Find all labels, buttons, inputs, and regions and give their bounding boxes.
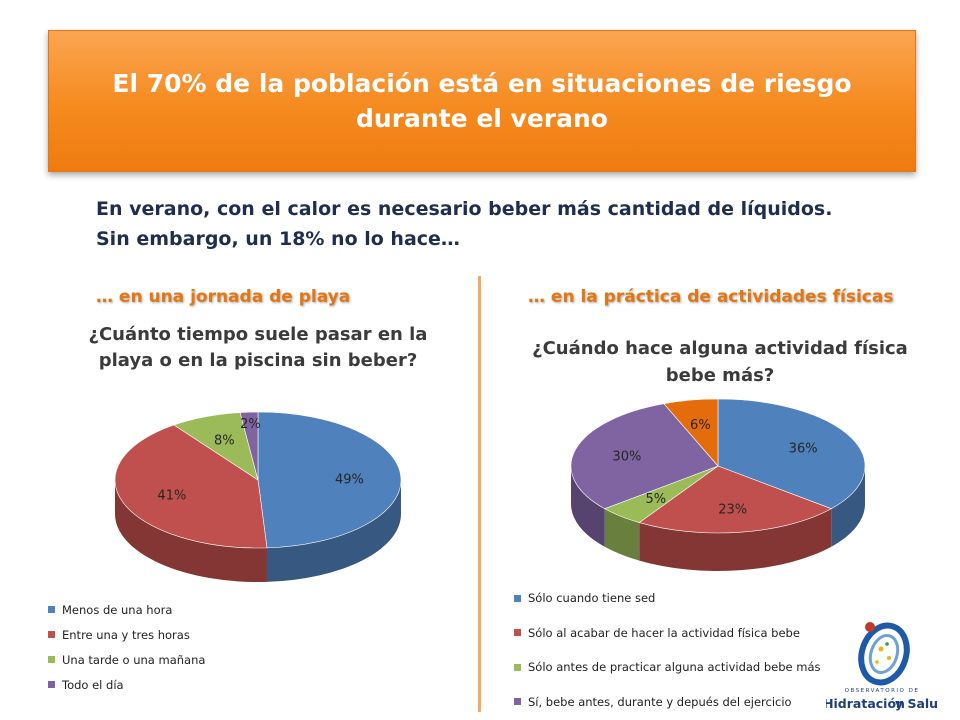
activity-legend-item-1: Sólo al acabar de hacer la actividad fís…	[514, 616, 821, 651]
beach-pie-chart: 49% 41% 8% 2%	[114, 411, 402, 582]
beach-pie-data-label-3: 2%	[240, 417, 261, 432]
section-divider	[478, 276, 481, 712]
activity-pie-slice-side-3	[571, 466, 605, 547]
beach-legend-label-1: Entre una y tres horas	[62, 627, 190, 642]
beach-legend-item-0: Menos de una hora	[48, 597, 205, 622]
beach-legend-item-3: Todo el día	[48, 672, 205, 697]
activity-pie-data-label-3: 30%	[612, 449, 641, 464]
beach-legend-swatch-3	[48, 681, 55, 688]
beach-legend-item-1: Entre una y tres horas	[48, 622, 205, 647]
beach-chart-title-line-2: playa o en la piscina sin beber?	[98, 350, 418, 371]
activity-pie-slice-side-0	[831, 466, 865, 547]
intro-line-1: En verano, con el calor es necesario beb…	[96, 198, 833, 220]
activity-pie-chart: 36% 23% 5% 30% 6%	[570, 398, 866, 571]
beach-pie-slice-3	[239, 411, 259, 481]
activity-legend-label-0: Sólo cuando tiene sed	[528, 591, 656, 606]
beach-subtitle: … en una jornada de playa	[96, 287, 351, 307]
beach-pie-data-label-2: 8%	[214, 434, 235, 449]
beach-legend-swatch-1	[48, 631, 55, 638]
activity-legend-label-3: Sí, bebe antes, durante y depués del eje…	[528, 694, 792, 709]
activity-pie-slice-3	[570, 403, 719, 510]
activity-pie-data-label-4: 6%	[690, 418, 711, 433]
beach-chart-title: ¿Cuánto tiempo suele pasar en la playa o…	[68, 322, 448, 374]
title-banner: El 70% de la población está en situacion…	[48, 30, 916, 172]
activity-legend-swatch-2	[514, 663, 521, 671]
beach-legend-label-2: Una tarde o una mañana	[62, 652, 206, 667]
beach-legend-label-0: Menos de una hora	[62, 602, 173, 617]
activity-chart-title-line-1: ¿Cuándo hace alguna actividad física	[532, 338, 908, 359]
observatorio-hidratacion-salud-logo: OBSERVATORIO DE Hidratación y Salud	[826, 622, 938, 711]
activity-pie-data-label-2: 5%	[645, 492, 666, 507]
activity-chart-title: ¿Cuándo hace alguna actividad física beb…	[518, 335, 922, 389]
logo-text-line-1: OBSERVATORIO DE	[845, 688, 920, 694]
beach-chart-title-line-1: ¿Cuánto tiempo suele pasar en la	[88, 324, 428, 345]
activity-pie-data-label-0: 36%	[789, 442, 818, 457]
activity-legend-label-2: Sólo antes de practicar alguna actividad…	[528, 660, 821, 675]
logo-text-line-3: y Salud	[895, 696, 938, 711]
beach-chart-legend: Menos de una hora Entre una y tres horas U…	[48, 597, 205, 697]
banner-title-line-1: El 70% de la población está en situacion…	[112, 69, 852, 98]
activity-legend-item-2: Sólo antes de practicar alguna actividad…	[514, 650, 821, 685]
beach-legend-swatch-2	[48, 656, 55, 663]
activity-pie-slice-side-2	[604, 508, 640, 561]
intro-line-2: Sin embargo, un 18% no lo hace…	[96, 228, 460, 250]
beach-pie-data-label-0: 49%	[335, 473, 364, 488]
beach-legend-label-3: Todo el día	[62, 677, 124, 692]
activity-pie-slice-1	[638, 465, 832, 534]
activity-pie-data-label-1: 23%	[718, 502, 747, 517]
activity-subtitle: … en la práctica de actividades físicas	[528, 287, 894, 307]
activity-chart-title-line-2: bebe más?	[665, 365, 775, 386]
activity-legend-swatch-1	[514, 629, 521, 637]
activity-pie-slice-4	[663, 398, 719, 467]
activity-legend-item-0: Sólo cuando tiene sed	[514, 581, 821, 616]
activity-pie-slice-0	[717, 398, 866, 510]
beach-legend-swatch-0	[48, 606, 55, 613]
activity-legend-swatch-3	[514, 698, 521, 706]
banner-title-line-2: durante el verano	[356, 104, 608, 133]
beach-pie-slice-1	[114, 424, 268, 549]
beach-pie-slice-side-1	[115, 480, 267, 582]
logo-text-line-2: Hidratación	[826, 696, 905, 711]
intro-text: En verano, con el calor es necesario beb…	[96, 194, 832, 254]
activity-chart-legend: Sólo cuando tiene sed Sólo al acabar de h…	[514, 581, 821, 719]
beach-pie-data-label-1: 41%	[157, 489, 186, 504]
beach-pie-slice-side-0	[266, 480, 401, 582]
activity-legend-label-1: Sólo al acabar de hacer la actividad fís…	[528, 625, 800, 640]
beach-pie-slice-0	[257, 411, 402, 549]
activity-legend-item-3: Sí, bebe antes, durante y depués del eje…	[514, 685, 821, 720]
beach-legend-item-2: Una tarde o una mañana	[48, 647, 205, 672]
activity-legend-swatch-0	[514, 594, 521, 602]
activity-pie-slice-side-1	[639, 508, 832, 571]
